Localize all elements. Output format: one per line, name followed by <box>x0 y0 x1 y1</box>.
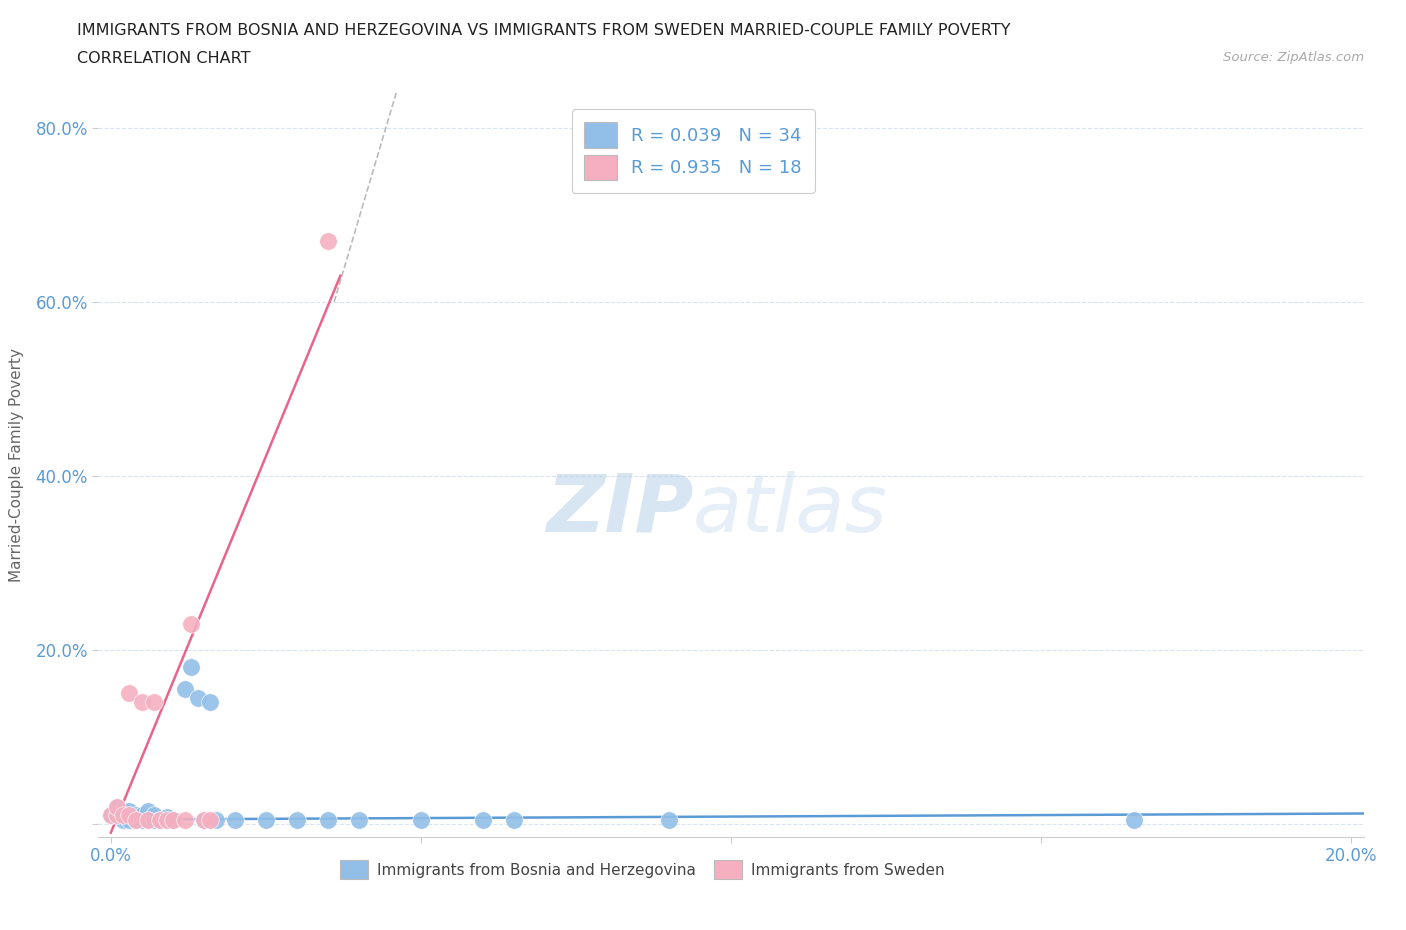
Point <box>124 812 146 827</box>
Point <box>136 804 159 818</box>
Point <box>149 812 172 827</box>
Point <box>105 799 128 814</box>
Point <box>193 812 215 827</box>
Point <box>112 812 135 827</box>
Legend: Immigrants from Bosnia and Herzegovina, Immigrants from Sweden: Immigrants from Bosnia and Herzegovina, … <box>335 855 950 885</box>
Point <box>174 682 197 697</box>
Point <box>409 812 432 827</box>
Point <box>118 804 141 818</box>
Point <box>1123 812 1146 827</box>
Point <box>198 695 221 710</box>
Point <box>124 812 146 827</box>
Point <box>503 812 526 827</box>
Text: Source: ZipAtlas.com: Source: ZipAtlas.com <box>1223 51 1364 64</box>
Point <box>118 812 141 827</box>
Point <box>285 812 308 827</box>
Point <box>180 617 202 631</box>
Point <box>472 812 495 827</box>
Text: CORRELATION CHART: CORRELATION CHART <box>77 51 250 66</box>
Y-axis label: Married-Couple Family Poverty: Married-Couple Family Poverty <box>10 348 24 582</box>
Point <box>136 812 159 827</box>
Point <box>316 233 339 248</box>
Point <box>105 799 128 814</box>
Point <box>347 812 370 827</box>
Point <box>136 812 159 827</box>
Text: atlas: atlas <box>693 471 889 549</box>
Point <box>316 812 339 827</box>
Point <box>105 808 128 823</box>
Point <box>205 812 228 827</box>
Point <box>143 808 166 823</box>
Point <box>105 808 128 823</box>
Point <box>174 812 197 827</box>
Point <box>124 808 146 823</box>
Point <box>118 686 141 701</box>
Point <box>143 695 166 710</box>
Point <box>112 808 135 823</box>
Point <box>131 808 153 823</box>
Point <box>224 812 246 827</box>
Point <box>143 812 166 827</box>
Point <box>112 804 135 818</box>
Point <box>156 809 179 824</box>
Point <box>100 808 122 823</box>
Point <box>254 812 277 827</box>
Point <box>149 812 172 827</box>
Point <box>118 808 141 823</box>
Point <box>198 812 221 827</box>
Text: ZIP: ZIP <box>546 471 693 549</box>
Point <box>131 812 153 827</box>
Point <box>193 812 215 827</box>
Point <box>180 660 202 675</box>
Point <box>100 808 122 823</box>
Point <box>162 812 184 827</box>
Text: IMMIGRANTS FROM BOSNIA AND HERZEGOVINA VS IMMIGRANTS FROM SWEDEN MARRIED-COUPLE : IMMIGRANTS FROM BOSNIA AND HERZEGOVINA V… <box>77 23 1011 38</box>
Point <box>156 812 179 827</box>
Point <box>162 812 184 827</box>
Point <box>187 690 209 705</box>
Point <box>658 812 681 827</box>
Point <box>131 695 153 710</box>
